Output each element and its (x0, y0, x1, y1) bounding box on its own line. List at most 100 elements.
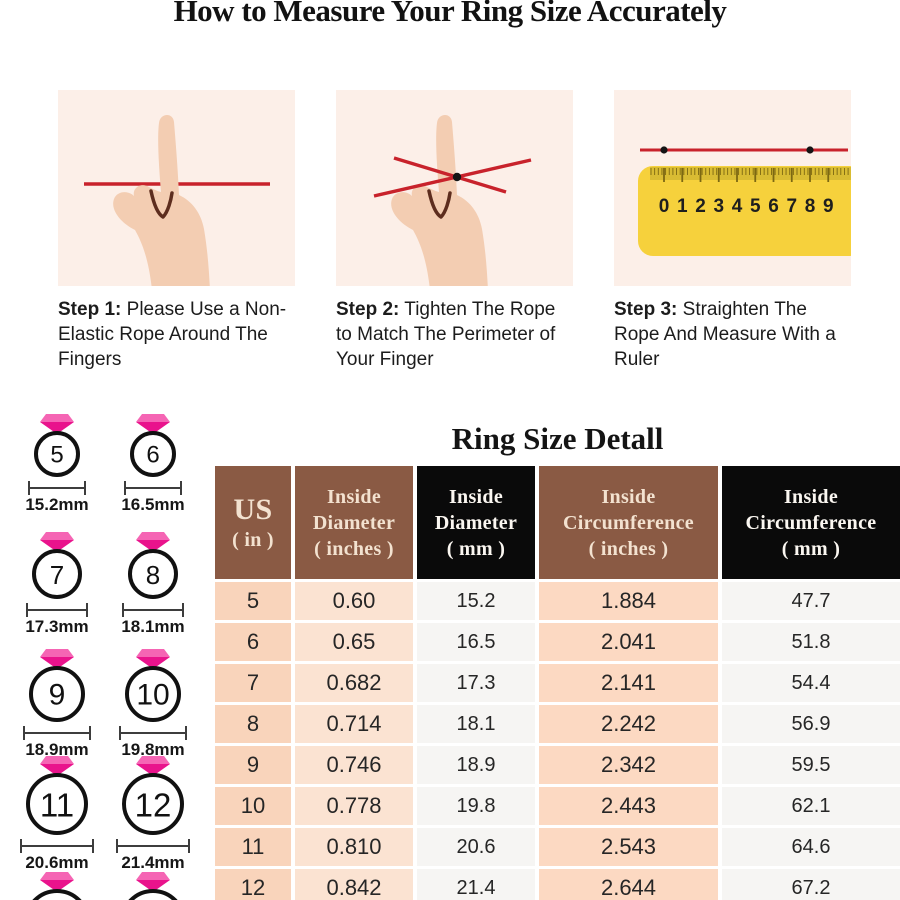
ring-band (29, 666, 85, 722)
table-cell: 0.714 (295, 705, 413, 743)
ruler-number: 5 (750, 196, 761, 217)
table-cell: 0.682 (295, 664, 413, 702)
ring-band (26, 773, 88, 835)
ring-icon: 9 18.9mm (23, 649, 91, 759)
table-cell: 7 (215, 664, 291, 702)
table-cell: 0.842 (295, 869, 413, 900)
table-title: Ring Size Detall (451, 421, 664, 456)
table-cell: 0.810 (295, 828, 413, 866)
header-cell-0: US( in ) (215, 466, 291, 579)
table-cell: 0.746 (295, 746, 413, 784)
ruler-number: 4 (732, 196, 743, 217)
table-cell: 8 (215, 705, 291, 743)
ring-icon: 6 16.5mm (121, 414, 185, 514)
ring-row (0, 868, 210, 900)
ring-mm-label: 20.6mm (25, 853, 88, 872)
table-cell: 0.65 (295, 623, 413, 661)
table-cell: 2.543 (539, 828, 718, 866)
diamond-icon-top (136, 532, 170, 540)
ring-size-number: 8 (146, 560, 160, 590)
header-line: Inside (326, 485, 382, 508)
diamond-icon-top (40, 532, 74, 540)
diameter-bracket (116, 839, 190, 853)
diamond-icon-bottom (40, 657, 74, 669)
ruler-body (638, 166, 851, 256)
step-text: Straighten The Rope And Measure With a R… (614, 299, 836, 370)
table-cell: 18.9 (417, 746, 535, 784)
ring-mm-label: 18.9mm (25, 740, 88, 759)
step-1: Step 1: Please Use a Non-Elastic Rope Ar… (58, 90, 295, 372)
hand-with-crossed-rope-icon (373, 115, 532, 286)
ruler-number: 3 (713, 196, 724, 217)
size-table-body: 5 0.60 15.2 1.884 47.7 6 0.65 16.5 2.041 51.8 7 0.6… (215, 582, 900, 900)
ruler-number: 1 (677, 196, 688, 217)
header-line: ( mm ) (446, 537, 506, 560)
table-cell: 64.6 (722, 828, 900, 866)
ring-row: 7 17.3mm 8 18.1mm (0, 528, 210, 658)
ring-size-number: 6 (146, 442, 159, 469)
header-line: ( mm ) (781, 537, 841, 560)
step-2: Step 2: Tighten The Rope to Match The Pe… (336, 90, 573, 372)
step-label: Step 1: (58, 299, 122, 320)
diamond-icon-top (40, 649, 74, 657)
ring-band (32, 549, 82, 599)
step-label: Step 2: (336, 299, 400, 320)
ring-icon: 7 17.3mm (25, 532, 89, 636)
ring-size-number: 12 (135, 787, 172, 824)
table-cell: 0.60 (295, 582, 413, 620)
ring-icon: 8 18.1mm (121, 532, 185, 636)
diameter-bracket (26, 603, 88, 617)
header-line: Inside (783, 485, 839, 508)
diamond-icon-bottom (40, 422, 74, 434)
ring-size-column: 5 15.2mm 6 16.5mm (0, 410, 210, 900)
table-cell: 16.5 (417, 623, 535, 661)
diameter-bracket (23, 726, 91, 740)
step-1-image (58, 90, 295, 286)
diamond-icon-top (136, 756, 170, 764)
table-cell: 6 (215, 623, 291, 661)
table-cell: 21.4 (417, 869, 535, 900)
table-cell: 2.242 (539, 705, 718, 743)
step-caption: Step 1: Please Use a Non-Elastic Rope Ar… (58, 297, 295, 372)
table-cell: 10 (215, 787, 291, 825)
header-cell-1: Inside Diameter ( inches ) (295, 466, 413, 579)
ring-band (128, 889, 178, 900)
diamond-icon-bottom (136, 880, 170, 892)
ring-mm-label: 17.3mm (25, 617, 88, 636)
rope-line-a (373, 158, 532, 198)
size-table-header: US( in ) Inside Diameter ( inches ) Inside Di… (215, 466, 900, 579)
finger-crease (427, 189, 452, 219)
ruler-number: 9 (823, 196, 834, 217)
ring-size-number: 11 (40, 787, 74, 824)
header-cell-2: Inside Diameter ( mm ) (417, 466, 535, 579)
table-cell: 19.8 (417, 787, 535, 825)
table-cell: 5 (215, 582, 291, 620)
steps-row: Step 1: Please Use a Non-Elastic Rope Ar… (58, 90, 851, 372)
hand-pointing-icon (113, 115, 210, 286)
table-cell: 2.342 (539, 746, 718, 784)
ring-row: 9 18.9mm 10 19.8mm (0, 645, 210, 775)
step-2-image (336, 90, 573, 286)
header-line: ( inches ) (588, 537, 669, 560)
ring-mm-label: 15.2mm (25, 495, 88, 514)
ring-row: 11 20.6mm 12 21.4mm (0, 752, 210, 882)
diamond-icon-top (136, 872, 170, 880)
diameter-bracket (122, 603, 184, 617)
ring-size-number: 9 (49, 679, 66, 712)
step-text: Tighten The Rope to Match The Perimeter … (336, 299, 556, 370)
diamond-icon-top (136, 649, 170, 657)
page-title: How to Measure Your Ring Size Accurately (173, 0, 727, 28)
diamond-icon-bottom (136, 657, 170, 669)
header-line: Circumference (563, 511, 694, 534)
ring-icon (128, 872, 178, 900)
ring-band (125, 666, 181, 722)
table-cell: 0.778 (295, 787, 413, 825)
ring-icon: 5 15.2mm (25, 414, 89, 514)
ring-icon: 12 21.4mm (116, 756, 190, 872)
ring-icon (32, 872, 82, 900)
step-label: Step 3: (614, 299, 678, 320)
diamond-icon-top (136, 414, 170, 422)
